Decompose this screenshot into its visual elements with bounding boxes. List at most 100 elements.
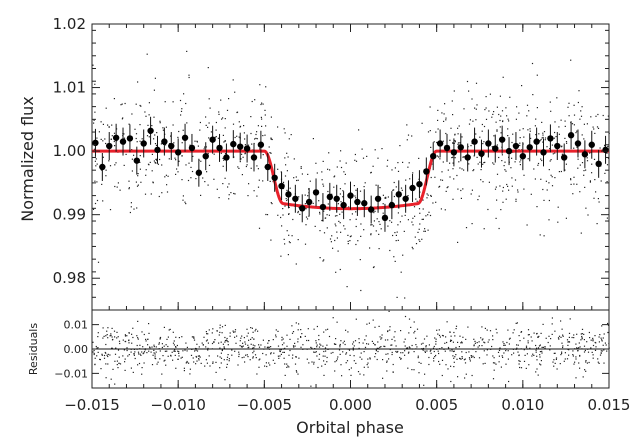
residual-point	[227, 344, 229, 346]
residual-point	[105, 377, 107, 379]
binned-point	[547, 135, 554, 142]
residual-point	[476, 342, 478, 344]
residual-point	[433, 350, 435, 353]
raw-point	[268, 146, 270, 148]
residual-point	[564, 352, 566, 354]
raw-point	[397, 224, 399, 226]
residual-point	[549, 345, 551, 347]
residual-point	[505, 350, 507, 352]
residual-point	[196, 350, 199, 352]
raw-point	[451, 100, 453, 102]
raw-point	[454, 133, 456, 135]
residual-point	[536, 347, 538, 349]
binned-point	[168, 142, 175, 150]
raw-point	[470, 193, 472, 195]
raw-point	[445, 132, 447, 135]
raw-point	[208, 164, 211, 166]
residual-point	[444, 350, 446, 352]
raw-point	[209, 107, 211, 109]
raw-point	[315, 162, 317, 164]
residual-point	[481, 326, 483, 328]
residual-point	[442, 335, 444, 337]
raw-point	[593, 128, 595, 130]
residual-point	[284, 374, 286, 376]
residual-point	[465, 351, 467, 354]
residual-point	[218, 334, 220, 336]
residual-point	[455, 346, 457, 349]
raw-point	[565, 141, 568, 143]
raw-point	[600, 180, 602, 182]
raw-point	[128, 187, 130, 189]
raw-point	[408, 162, 410, 164]
raw-point	[151, 170, 153, 172]
raw-point	[597, 198, 599, 200]
residual-point	[101, 353, 103, 355]
residual-point	[527, 342, 529, 344]
raw-point	[445, 117, 447, 119]
residual-point	[386, 361, 388, 363]
residual-point	[525, 345, 528, 347]
raw-point	[540, 158, 542, 160]
raw-point	[424, 230, 426, 232]
raw-point	[378, 233, 380, 235]
residual-point	[291, 325, 293, 327]
residual-point	[599, 354, 602, 356]
raw-point	[576, 183, 578, 185]
residual-point	[566, 358, 569, 360]
raw-point	[402, 254, 404, 256]
residual-point	[387, 339, 389, 341]
raw-point	[282, 181, 285, 183]
raw-point	[565, 163, 567, 165]
binned-point	[174, 149, 182, 156]
raw-point	[355, 160, 358, 162]
residual-point	[318, 353, 321, 355]
residual-point	[350, 367, 352, 369]
raw-point	[210, 131, 212, 133]
raw-point	[379, 187, 381, 189]
raw-point	[492, 162, 494, 164]
raw-point	[501, 160, 503, 162]
raw-point	[96, 137, 98, 139]
raw-point	[270, 116, 272, 118]
residual-point	[601, 340, 603, 342]
raw-point	[508, 189, 510, 191]
residual-point	[219, 347, 221, 349]
raw-point	[423, 230, 425, 232]
raw-point	[128, 123, 130, 125]
raw-point	[512, 133, 514, 135]
residual-point	[527, 334, 529, 336]
residual-point	[211, 342, 214, 345]
residual-point	[188, 362, 190, 364]
residual-point	[597, 358, 599, 360]
residual-point	[166, 338, 168, 340]
residual-point	[158, 342, 160, 344]
raw-point	[449, 162, 451, 164]
raw-point	[495, 217, 497, 219]
residual-point	[339, 344, 341, 347]
residual-point	[139, 344, 141, 346]
residual-point	[364, 346, 367, 348]
binned-point	[574, 140, 582, 147]
residual-point	[375, 353, 377, 355]
raw-point	[220, 99, 222, 101]
raw-point	[425, 215, 427, 217]
residual-point	[439, 363, 441, 365]
raw-point	[477, 199, 479, 201]
residual-point	[544, 347, 546, 349]
residual-point	[247, 344, 249, 346]
residual-point	[453, 350, 455, 352]
raw-point	[139, 168, 141, 170]
binned-point	[423, 168, 430, 175]
residual-point	[464, 358, 466, 360]
raw-point	[606, 217, 608, 219]
raw-point	[376, 218, 378, 220]
raw-point	[130, 206, 132, 208]
residual-point	[578, 347, 580, 349]
raw-point	[422, 199, 424, 201]
binned-point	[443, 144, 451, 152]
raw-point	[461, 168, 463, 170]
residual-point	[109, 335, 111, 337]
raw-point	[472, 170, 474, 172]
residual-point	[579, 354, 581, 357]
